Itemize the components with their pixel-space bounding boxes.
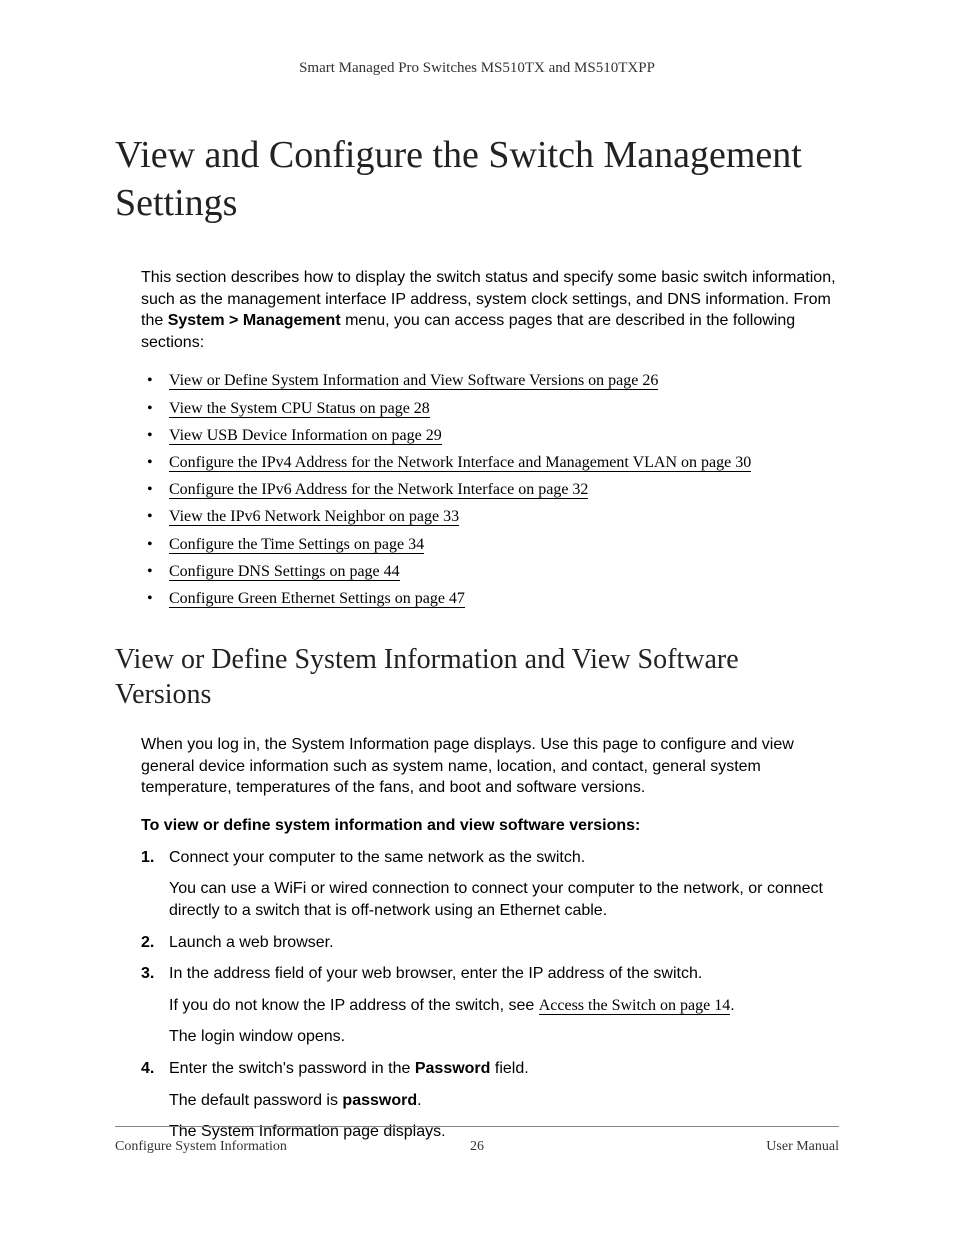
section-heading: View or Define System Information and Vi…	[115, 642, 839, 712]
page-footer: Configure System Information 26 User Man…	[115, 1126, 839, 1155]
step-sub-pre: If you do not know the IP address of the…	[169, 997, 539, 1014]
toc-link[interactable]: Configure the IPv4 Address for the Netwo…	[169, 454, 751, 472]
cross-ref-link[interactable]: Access the Switch on page 14	[539, 997, 731, 1015]
step-item: Launch a web browser.	[141, 932, 839, 954]
step-subtext: The default password is password.	[169, 1090, 839, 1112]
footer-left: Configure System Information	[115, 1139, 287, 1155]
step-sub-post: .	[730, 997, 734, 1014]
toc-link[interactable]: View or Define System Information and Vi…	[169, 372, 658, 390]
step-sub-pre: The default password is	[169, 1092, 342, 1109]
toc-item: View USB Device Information on page 29	[141, 422, 839, 449]
step-subtext: You can use a WiFi or wired connection t…	[169, 878, 839, 921]
step-item: Connect your computer to the same networ…	[141, 847, 839, 922]
footer-page-number: 26	[470, 1139, 484, 1155]
procedure-intro: To view or define system information and…	[141, 817, 839, 835]
default-value: password	[342, 1092, 417, 1109]
toc-item: Configure the IPv6 Address for the Netwo…	[141, 476, 839, 503]
step-text: In the address field of your web browser…	[169, 965, 702, 982]
page-title: View and Configure the Switch Management…	[115, 132, 839, 227]
toc-item: View the System CPU Status on page 28	[141, 395, 839, 422]
step-text: Connect your computer to the same networ…	[169, 849, 585, 866]
toc-link[interactable]: View the IPv6 Network Neighbor on page 3…	[169, 508, 459, 526]
intro-menu-path: System > Management	[168, 312, 341, 329]
section-intro: When you log in, the System Information …	[141, 734, 839, 799]
toc-link[interactable]: View the System CPU Status on page 28	[169, 400, 430, 418]
toc-link[interactable]: Configure the IPv6 Address for the Netwo…	[169, 481, 588, 499]
step-subtext: The login window opens.	[169, 1026, 839, 1048]
toc-link[interactable]: Configure Green Ethernet Settings on pag…	[169, 590, 465, 608]
toc-item: Configure the IPv4 Address for the Netwo…	[141, 449, 839, 476]
intro-paragraph: This section describes how to display th…	[141, 267, 839, 353]
toc-link[interactable]: Configure DNS Settings on page 44	[169, 563, 400, 581]
document-page: Smart Managed Pro Switches MS510TX and M…	[0, 0, 954, 1203]
running-header: Smart Managed Pro Switches MS510TX and M…	[115, 60, 839, 77]
toc-item: Configure Green Ethernet Settings on pag…	[141, 585, 839, 612]
toc-item: Configure the Time Settings on page 34	[141, 531, 839, 558]
step-subtext: If you do not know the IP address of the…	[169, 995, 839, 1017]
toc-item: Configure DNS Settings on page 44	[141, 558, 839, 585]
procedure-steps: Connect your computer to the same networ…	[141, 847, 839, 1143]
step-text-post: field.	[490, 1060, 528, 1077]
toc-link[interactable]: View USB Device Information on page 29	[169, 427, 442, 445]
toc-item: View the IPv6 Network Neighbor on page 3…	[141, 503, 839, 530]
step-sub-post: .	[417, 1092, 421, 1109]
step-text: Launch a web browser.	[169, 934, 334, 951]
toc-list: View or Define System Information and Vi…	[141, 367, 839, 612]
footer-right: User Manual	[766, 1139, 839, 1155]
step-text-pre: Enter the switch's password in the	[169, 1060, 415, 1077]
toc-link[interactable]: Configure the Time Settings on page 34	[169, 536, 424, 554]
toc-item: View or Define System Information and Vi…	[141, 367, 839, 394]
field-name: Password	[415, 1060, 491, 1077]
step-item: In the address field of your web browser…	[141, 963, 839, 1048]
